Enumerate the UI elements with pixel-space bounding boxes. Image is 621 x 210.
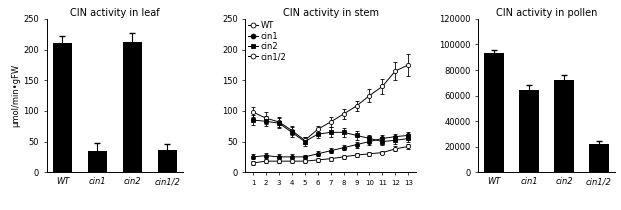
Bar <box>484 53 504 172</box>
Bar <box>123 42 142 172</box>
Bar <box>158 150 177 172</box>
Bar <box>589 144 609 172</box>
Title: CIN activity in leaf: CIN activity in leaf <box>70 8 160 18</box>
Bar <box>88 151 107 172</box>
Bar <box>519 91 538 172</box>
Title: CIN activity in stem: CIN activity in stem <box>283 8 379 18</box>
Legend: WT, cin1, cin2, cin1/2: WT, cin1, cin2, cin1/2 <box>248 21 286 61</box>
Bar <box>53 43 72 172</box>
Bar <box>555 80 574 172</box>
Title: CIN activity in pollen: CIN activity in pollen <box>496 8 597 18</box>
Y-axis label: μmol/min•gFW: μmol/min•gFW <box>11 64 20 127</box>
